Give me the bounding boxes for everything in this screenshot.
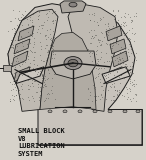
Polygon shape (40, 32, 96, 109)
Ellipse shape (136, 110, 140, 113)
Bar (55, 119, 142, 124)
Ellipse shape (68, 59, 78, 67)
Polygon shape (60, 1, 86, 13)
Ellipse shape (48, 110, 52, 113)
Polygon shape (12, 51, 28, 67)
Bar (38, 109, 142, 145)
Ellipse shape (64, 57, 82, 70)
Bar (55, 119, 142, 136)
Polygon shape (68, 5, 118, 111)
Ellipse shape (123, 110, 127, 113)
Ellipse shape (93, 110, 97, 113)
Polygon shape (110, 39, 126, 54)
Polygon shape (16, 67, 44, 84)
Polygon shape (14, 39, 30, 54)
Polygon shape (8, 4, 142, 145)
Ellipse shape (69, 2, 77, 7)
Ellipse shape (108, 110, 112, 113)
Polygon shape (18, 26, 34, 41)
Text: SMALL BLOCK
V8
LUBRICATION
SYSTEM: SMALL BLOCK V8 LUBRICATION SYSTEM (18, 128, 65, 156)
Polygon shape (50, 51, 96, 79)
Polygon shape (106, 26, 122, 41)
Polygon shape (8, 9, 58, 111)
Polygon shape (102, 67, 130, 84)
Polygon shape (112, 51, 128, 67)
Ellipse shape (63, 110, 67, 113)
Polygon shape (14, 67, 30, 82)
Ellipse shape (78, 110, 82, 113)
Polygon shape (108, 67, 124, 82)
Bar (3, 65, 11, 71)
